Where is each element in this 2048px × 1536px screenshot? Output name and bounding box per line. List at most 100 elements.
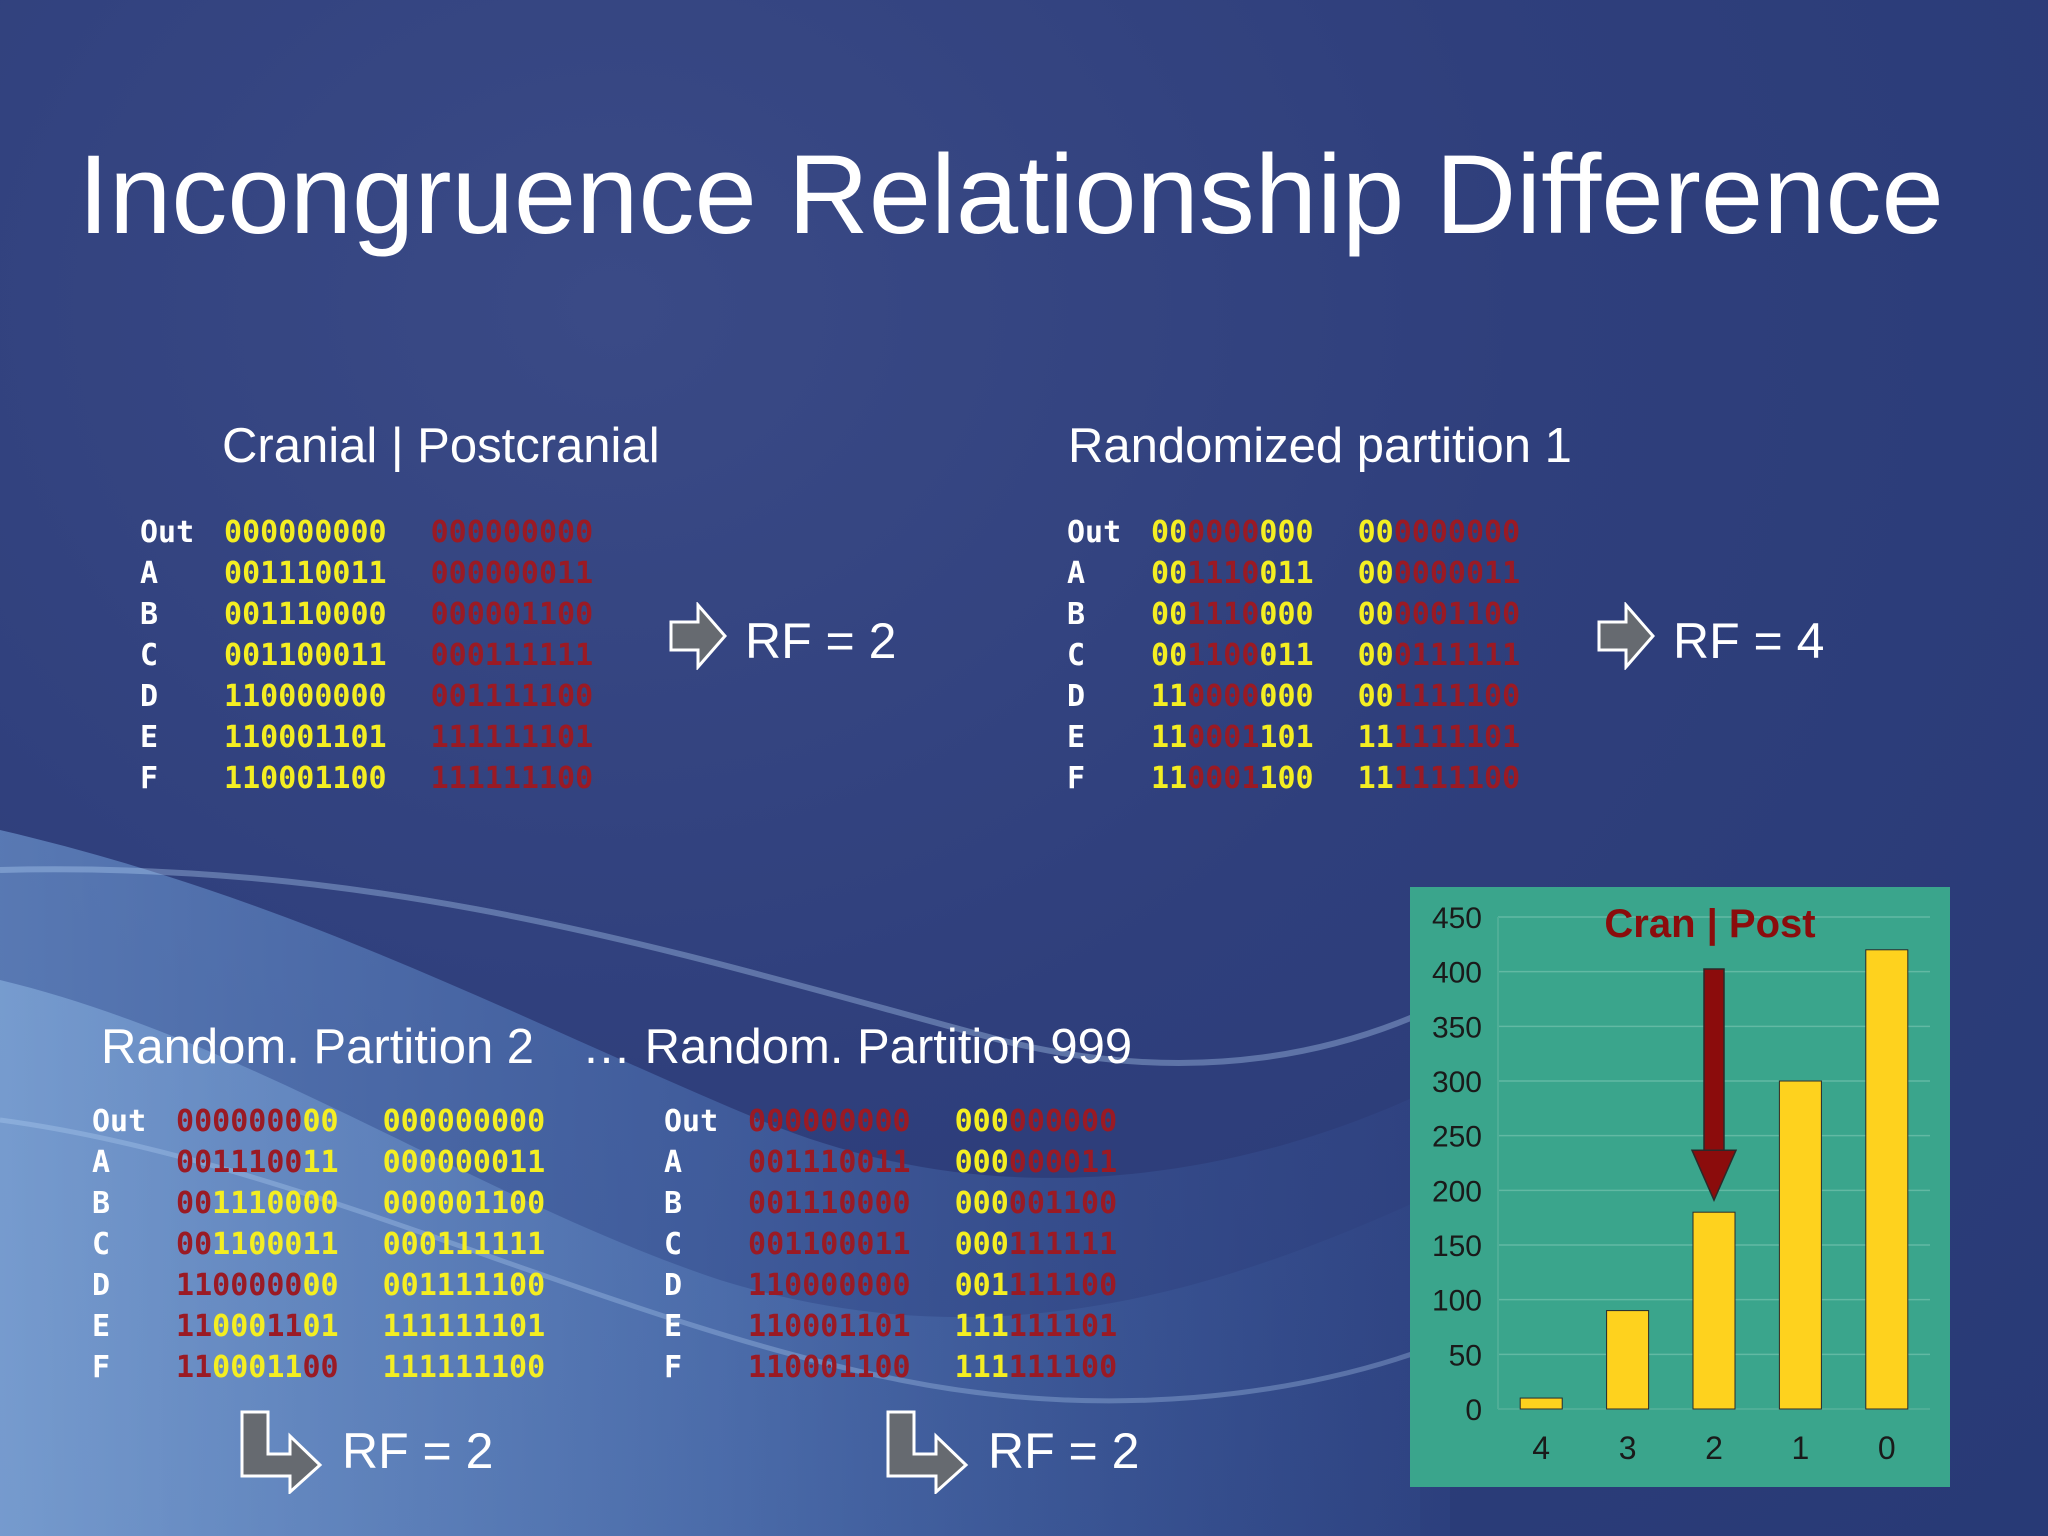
matrix-row: D 110000000 001111100 (664, 1265, 1117, 1306)
cranial-characters: 000000000 (1151, 515, 1314, 550)
matrix-row: E 110001101 111111101 (664, 1306, 1117, 1347)
bar (1606, 1310, 1650, 1410)
taxon-label: D (140, 679, 159, 714)
matrix-row: D 110000000 001111100 (1067, 676, 1520, 717)
y-tick-label: 350 (1432, 1011, 1482, 1044)
chart-canvas: 0 50 100 150 200 250 300 350 400 450 4 3 2 1 0 Cran | P… (1432, 902, 1930, 1466)
cranial-characters: 110001100 (176, 1350, 339, 1385)
postcranial-characters: 000001100 (430, 597, 594, 632)
bar (1519, 1397, 1563, 1410)
panel-3-rf: RF = 2 (342, 1423, 494, 1479)
panel-3-heading: Random. Partition 2 (101, 1020, 535, 1074)
x-tick-label: 3 (1619, 1430, 1637, 1466)
matrix-row: F 110001100 111111100 (1067, 758, 1520, 799)
postcranial-characters: 000000000 (430, 515, 594, 550)
y-tick-label: 0 (1465, 1394, 1482, 1427)
postcranial-characters: 000000011 (430, 556, 594, 591)
taxon-label: Out (664, 1104, 719, 1139)
postcranial-characters: 111111100 (954, 1350, 1118, 1385)
postcranial-characters: 000001100 (1357, 597, 1521, 632)
matrix-row: F 110001100 111111100 (664, 1347, 1117, 1388)
taxon-label: D (92, 1268, 111, 1303)
matrix-row: B 001110000 000001100 (92, 1183, 545, 1224)
y-tick-label: 250 (1432, 1121, 1482, 1154)
postcranial-characters: 111111100 (382, 1350, 546, 1385)
taxon-label: F (140, 761, 159, 796)
postcranial-characters: 001111100 (430, 679, 594, 714)
panel-4-rf: RF = 2 (988, 1423, 1140, 1479)
taxon-label: F (664, 1350, 683, 1385)
taxon-label: E (664, 1309, 683, 1344)
matrix-row: Out 000000000 000000000 (92, 1101, 545, 1142)
bar (1692, 1211, 1736, 1410)
matrix-row: B 001110000 000001100 (664, 1183, 1117, 1224)
cranial-characters: 001110011 (176, 1145, 339, 1180)
cranial-characters: 001110011 (748, 1145, 911, 1180)
observed-value-marker (1703, 968, 1725, 1153)
taxon-label: Out (1067, 515, 1122, 550)
postcranial-characters: 000000011 (1357, 556, 1521, 591)
taxon-label: A (1067, 556, 1086, 591)
taxon-label: E (92, 1309, 111, 1344)
cranial-characters: 000000000 (224, 515, 387, 550)
slide-title: Incongruence Relationship Difference (78, 132, 1944, 257)
cranial-characters: 110001101 (224, 720, 387, 755)
panel-2-heading: Randomized partition 1 (1068, 419, 1572, 473)
postcranial-characters: 111111100 (1357, 761, 1521, 796)
matrix-row: F 110001100 111111100 (92, 1347, 545, 1388)
panel-4-matrix: Out 000000000 000000000 A 001110011 000000011… (664, 1101, 1117, 1388)
postcranial-characters: 111111101 (954, 1309, 1118, 1344)
cranial-characters: 001110000 (224, 597, 387, 632)
postcranial-characters: 001111100 (1357, 679, 1521, 714)
panel-2-rf: RF = 4 (1673, 613, 1825, 669)
matrix-row: A 001110011 000000011 (664, 1142, 1117, 1183)
y-tick-label: 100 (1432, 1285, 1482, 1318)
cranial-characters: 001100011 (748, 1227, 911, 1262)
panel-1-rf: RF = 2 (745, 613, 897, 669)
postcranial-characters: 000111111 (430, 638, 594, 673)
panel-4-heading: … Random. Partition 999 (582, 1020, 1133, 1074)
y-tick-label: 50 (1449, 1339, 1482, 1372)
matrix-row: E 110001101 111111101 (92, 1306, 545, 1347)
cranial-characters: 001110011 (224, 556, 387, 591)
taxon-label: D (1067, 679, 1086, 714)
x-tick-label: 4 (1532, 1430, 1550, 1466)
cranial-characters: 001110000 (748, 1186, 911, 1221)
cranial-characters: 110000000 (748, 1268, 911, 1303)
taxon-label: F (1067, 761, 1086, 796)
bar (1865, 949, 1909, 1410)
down-arrow-icon (1690, 1149, 1738, 1203)
postcranial-characters: 000111111 (1357, 638, 1521, 673)
matrix-row: Out 000000000 000000000 (664, 1101, 1117, 1142)
postcranial-characters: 000000000 (1357, 515, 1521, 550)
taxon-label: Out (140, 515, 195, 550)
postcranial-characters: 000000011 (954, 1145, 1118, 1180)
taxon-label: B (1067, 597, 1086, 632)
cranial-characters: 001110000 (1151, 597, 1314, 632)
y-tick-label: 400 (1432, 957, 1482, 990)
cranial-characters: 001100011 (224, 638, 387, 673)
taxon-label: Out (92, 1104, 147, 1139)
postcranial-characters: 000111111 (954, 1227, 1118, 1262)
matrix-row: Out 000000000 000000000 (1067, 512, 1520, 553)
matrix-row: A 001110011 000000011 (92, 1142, 545, 1183)
cranial-characters: 110001100 (748, 1350, 911, 1385)
cranial-characters: 110000000 (1151, 679, 1314, 714)
x-tick-label: 1 (1792, 1430, 1810, 1466)
postcranial-characters: 000000000 (954, 1104, 1118, 1139)
taxon-label: C (92, 1227, 111, 1262)
matrix-row: A 001110011 000000011 (1067, 553, 1520, 594)
panel-1-matrix: Out 000000000 000000000 A 001110011 000000011… (140, 512, 593, 799)
cranial-characters: 001100011 (1151, 638, 1314, 673)
taxon-label: B (140, 597, 159, 632)
panel-1-heading: Cranial | Postcranial (222, 419, 660, 473)
matrix-row: E 110001101 111111101 (140, 717, 593, 758)
rf-distribution-chart: 0 50 100 150 200 250 300 350 400 450 4 3 2 1 0 Cran | P… (1410, 887, 1950, 1487)
postcranial-characters: 111111101 (430, 720, 594, 755)
matrix-row: D 110000000 001111100 (92, 1265, 545, 1306)
taxon-label: E (1067, 720, 1086, 755)
taxon-label: C (664, 1227, 683, 1262)
x-tick-label: 2 (1705, 1430, 1723, 1466)
cranial-characters: 001110011 (1151, 556, 1314, 591)
bar (1778, 1080, 1822, 1410)
